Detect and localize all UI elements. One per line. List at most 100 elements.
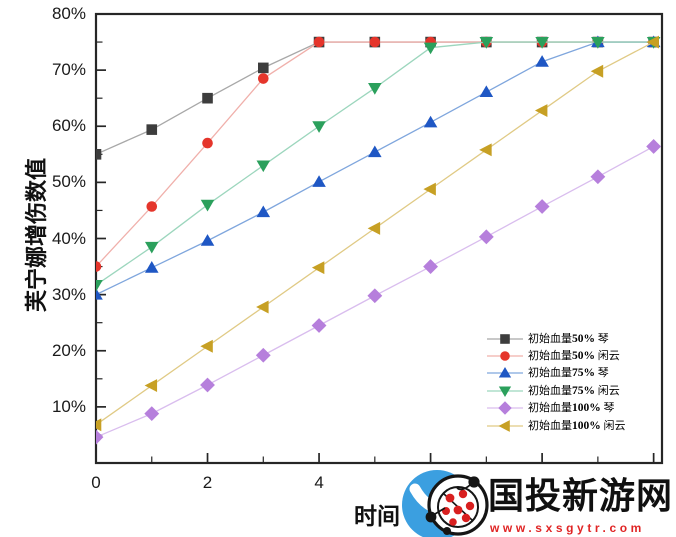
data-point <box>256 160 271 173</box>
data-point <box>368 83 382 95</box>
legend-label: 初始血量100% 闲云 <box>528 419 626 432</box>
data-point <box>534 199 550 214</box>
legend-label: 初始血量50% 琴 <box>528 332 609 345</box>
legend-marker-svg <box>487 401 523 415</box>
data-point <box>256 205 271 218</box>
legend-square-marker-icon <box>486 332 524 346</box>
data-point <box>646 139 662 154</box>
data-point <box>144 379 158 393</box>
legend-circle-marker-icon <box>486 349 524 363</box>
legend-item-hp50-xianyun: 初始血量50% 闲云 <box>486 347 626 364</box>
legend-marker-svg <box>487 367 523 379</box>
data-point <box>590 169 606 185</box>
data-point <box>96 261 102 272</box>
site-logo <box>402 470 489 537</box>
data-point <box>478 229 494 245</box>
axis-box <box>94 12 664 465</box>
legend-marker-glyph <box>498 419 510 432</box>
data-point <box>96 149 102 160</box>
y-tick-label: 30% <box>51 284 86 304</box>
y-axis-title: 芙宁娜增伤数值 <box>24 157 49 313</box>
legend-item-hp100-xianyun: 初始血量100% 闲云 <box>486 417 626 434</box>
ladybug-icon <box>425 474 489 536</box>
y-tick-label: 80% <box>51 4 86 23</box>
data-point <box>479 37 494 49</box>
legend-marker-glyph <box>500 333 510 344</box>
data-point <box>144 261 159 273</box>
site-name: 国投新游网 <box>488 476 674 516</box>
series-0 <box>96 36 659 160</box>
data-point <box>423 259 439 274</box>
data-point <box>96 429 104 445</box>
series-line <box>96 41 654 296</box>
site-url: www.sxsgytr.com <box>490 521 645 535</box>
data-point <box>368 145 382 158</box>
data-point <box>479 143 492 157</box>
data-point <box>423 182 436 196</box>
data-point <box>144 406 160 422</box>
data-point <box>423 115 438 128</box>
x-tick-label: 4 <box>314 473 324 492</box>
data-point <box>367 288 383 304</box>
data-point <box>256 300 269 314</box>
legend-marker-svg <box>487 351 523 361</box>
legend-item-hp50-qin: 初始血量50% 琴 <box>486 330 626 347</box>
legend-triangle-down-marker-icon <box>486 384 524 398</box>
legend-marker-svg <box>487 333 523 344</box>
legend-marker-glyph <box>498 386 512 397</box>
legend-marker-svg <box>487 386 523 397</box>
data-point <box>96 418 102 432</box>
legend-marker-glyph <box>500 351 510 361</box>
legend-marker-svg <box>487 419 523 432</box>
legend-label: 初始血量75% 琴 <box>528 367 609 380</box>
x-axis-title: 时间 <box>354 504 400 529</box>
data-point <box>423 42 438 55</box>
series-line <box>96 41 654 286</box>
legend-triangle-left-marker-icon <box>486 419 524 433</box>
data-point <box>96 288 103 300</box>
data-point <box>646 35 659 49</box>
data-point <box>96 280 103 292</box>
data-point <box>200 339 213 353</box>
legend-label: 初始血量75% 闲云 <box>528 384 620 397</box>
data-point <box>257 62 269 74</box>
watermark: 国投新游网 www.sxsgytr.com <box>400 466 676 537</box>
data-point <box>534 104 548 118</box>
data-point <box>590 64 604 78</box>
data-point <box>255 347 271 363</box>
legend-triangle-up-marker-icon <box>486 366 524 380</box>
data-point <box>311 318 327 333</box>
y-tick-label: 50% <box>51 172 86 192</box>
data-point <box>144 241 159 254</box>
legend-item-hp75-qin: 初始血量75% 琴 <box>486 365 626 382</box>
y-tick-label: 40% <box>51 228 86 248</box>
data-point <box>200 234 215 246</box>
data-point <box>591 37 605 49</box>
x-tick-label: 2 <box>202 473 213 492</box>
data-point <box>200 377 215 393</box>
data-point <box>257 73 269 84</box>
legend-item-hp75-xianyun: 初始血量75% 闲云 <box>486 382 626 399</box>
series-line <box>96 41 654 155</box>
y-tick-label: 10% <box>51 396 86 416</box>
data-point <box>535 55 549 67</box>
axis-ticks <box>95 13 655 462</box>
legend-item-hp100-qin: 初始血量100% 琴 <box>486 400 626 417</box>
data-point <box>312 175 326 187</box>
legend-diamond-marker-icon <box>486 401 524 415</box>
data-point <box>313 36 325 48</box>
data-point <box>479 85 494 98</box>
y-tick-label: 60% <box>51 116 86 136</box>
series-5 <box>96 35 659 432</box>
legend-marker-glyph <box>498 367 512 379</box>
data-point <box>200 199 215 212</box>
series-3 <box>96 37 661 292</box>
data-point <box>146 124 158 135</box>
x-tick-label: 0 <box>91 473 101 492</box>
data-point <box>311 261 325 275</box>
y-tick-label: 20% <box>51 340 86 360</box>
legend: 初始血量50% 琴 初始血量50% 闲云 初始血量75% 琴 初始血量75% 闲… <box>486 330 626 434</box>
data-point <box>146 201 158 212</box>
